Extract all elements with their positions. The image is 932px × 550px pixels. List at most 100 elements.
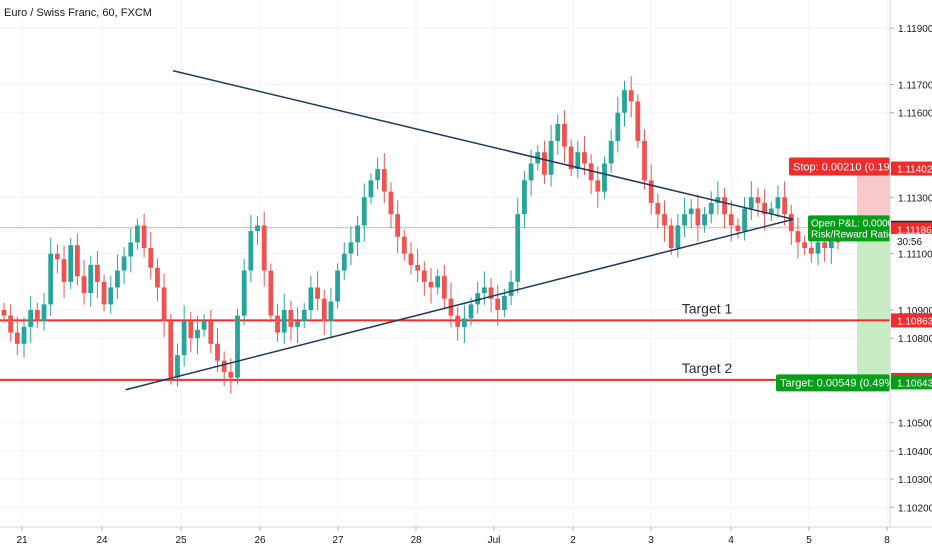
- candle-body: [828, 236, 834, 248]
- x-tick-label: 24: [96, 535, 108, 546]
- candle-body: [808, 248, 814, 254]
- candle-body: [702, 214, 707, 226]
- candle-body: [815, 242, 821, 254]
- candle-body: [775, 197, 781, 209]
- candle-body: [475, 293, 481, 305]
- candle-body: [762, 202, 768, 215]
- x-tick-label: Jul: [488, 535, 501, 546]
- candle-body: [708, 202, 714, 215]
- candle-body: [662, 214, 667, 226]
- candle-body: [375, 169, 381, 181]
- candle-body: [381, 169, 387, 192]
- candle-body: [115, 270, 120, 288]
- price-tag-bg: [891, 313, 932, 328]
- candle-body: [95, 264, 100, 282]
- x-tick-label: 8: [884, 535, 890, 546]
- x-tick-label: 26: [254, 535, 266, 546]
- candle-body: [795, 231, 801, 243]
- candle-body: [308, 287, 314, 310]
- candle-body: [542, 152, 547, 175]
- candle-body: [228, 372, 234, 378]
- candle-body: [748, 197, 754, 209]
- candle-body: [8, 315, 14, 333]
- candle-body: [675, 225, 681, 248]
- candle-body: [155, 267, 160, 288]
- price-tag-bg: [891, 222, 932, 237]
- candle-body: [728, 214, 734, 226]
- candle-body: [261, 225, 267, 271]
- candle-body: [321, 298, 327, 322]
- candle-body: [74, 245, 80, 277]
- candle-body: [488, 287, 494, 299]
- x-tick-label: 21: [16, 535, 28, 546]
- candle-body: [502, 295, 507, 310]
- candle-body: [522, 180, 527, 215]
- candle-body: [148, 248, 154, 268]
- candle-body: [428, 281, 434, 288]
- candle-body: [68, 245, 74, 282]
- x-tick-label: 27: [332, 535, 344, 546]
- candle-body: [168, 321, 174, 378]
- y-tick-label: 1.11700: [898, 81, 932, 92]
- y-tick-label: 1.10500: [898, 419, 932, 430]
- candle-body: [348, 242, 354, 254]
- candle-body: [508, 281, 514, 296]
- candle-body: [161, 287, 167, 322]
- candle-body: [355, 225, 361, 243]
- lower-trendline: [125, 218, 794, 391]
- candle-body: [368, 180, 374, 198]
- candle-body: [301, 310, 307, 322]
- x-tick-label: 28: [410, 535, 422, 546]
- candle-body: [608, 140, 614, 164]
- candle-body: [481, 287, 487, 294]
- candle-body: [61, 259, 67, 282]
- candle-body: [54, 253, 60, 260]
- price-tag-label: 1.11186: [897, 225, 932, 236]
- candle-body: [181, 321, 187, 356]
- candle-body: [548, 140, 554, 175]
- x-tick-label: 5: [806, 535, 812, 546]
- stop-label: Stop: 0.00210 (0.19%) 21: [793, 162, 918, 174]
- candle-body: [108, 287, 114, 305]
- target-label-bg: [776, 374, 890, 392]
- candle-body: [515, 214, 521, 282]
- candle-body: [255, 225, 260, 232]
- candle-body: [602, 163, 607, 192]
- y-tick-label: 1.11900: [898, 24, 932, 35]
- chart-title: Euro / Swiss Franc, 60, FXCM: [4, 7, 152, 19]
- candle-body: [528, 163, 534, 181]
- candle-body: [208, 321, 214, 344]
- price-tag-bg: [891, 161, 932, 176]
- price-tag-bg: [891, 233, 932, 248]
- y-tick-label: 1.10400: [898, 447, 932, 458]
- ratio-label: Risk/Reward Ratio: [811, 229, 894, 240]
- target-zone: [857, 229, 890, 380]
- candle-body: [822, 242, 828, 248]
- candle-body: [34, 310, 40, 322]
- candle-body: [682, 214, 687, 226]
- candle-body: [175, 355, 180, 378]
- target-label: Target: 0.00549 (0.49%) 54.9: [780, 377, 922, 389]
- candle-body: [782, 197, 788, 215]
- open-pl-bg: [808, 215, 890, 242]
- price-axis-bg: [890, 0, 932, 550]
- candle-body: [41, 304, 47, 322]
- candle-body: [595, 180, 601, 192]
- candle-body: [562, 124, 567, 147]
- price-tag-label: 1.10643: [897, 378, 932, 389]
- candle-body: [341, 253, 347, 271]
- candle-body: [568, 146, 574, 170]
- candle-body: [281, 310, 287, 333]
- candle-body: [241, 270, 247, 316]
- candle-body: [248, 231, 254, 271]
- candle-body: [401, 236, 407, 254]
- price-tag-bg: [891, 375, 932, 390]
- candle-body: [461, 318, 467, 327]
- candle-body: [421, 270, 427, 282]
- candle-body: [555, 124, 561, 141]
- candle-body: [742, 208, 747, 232]
- price-tag-label: 1.10863: [897, 316, 932, 327]
- candle-body: [802, 242, 808, 248]
- candle-body: [295, 321, 300, 327]
